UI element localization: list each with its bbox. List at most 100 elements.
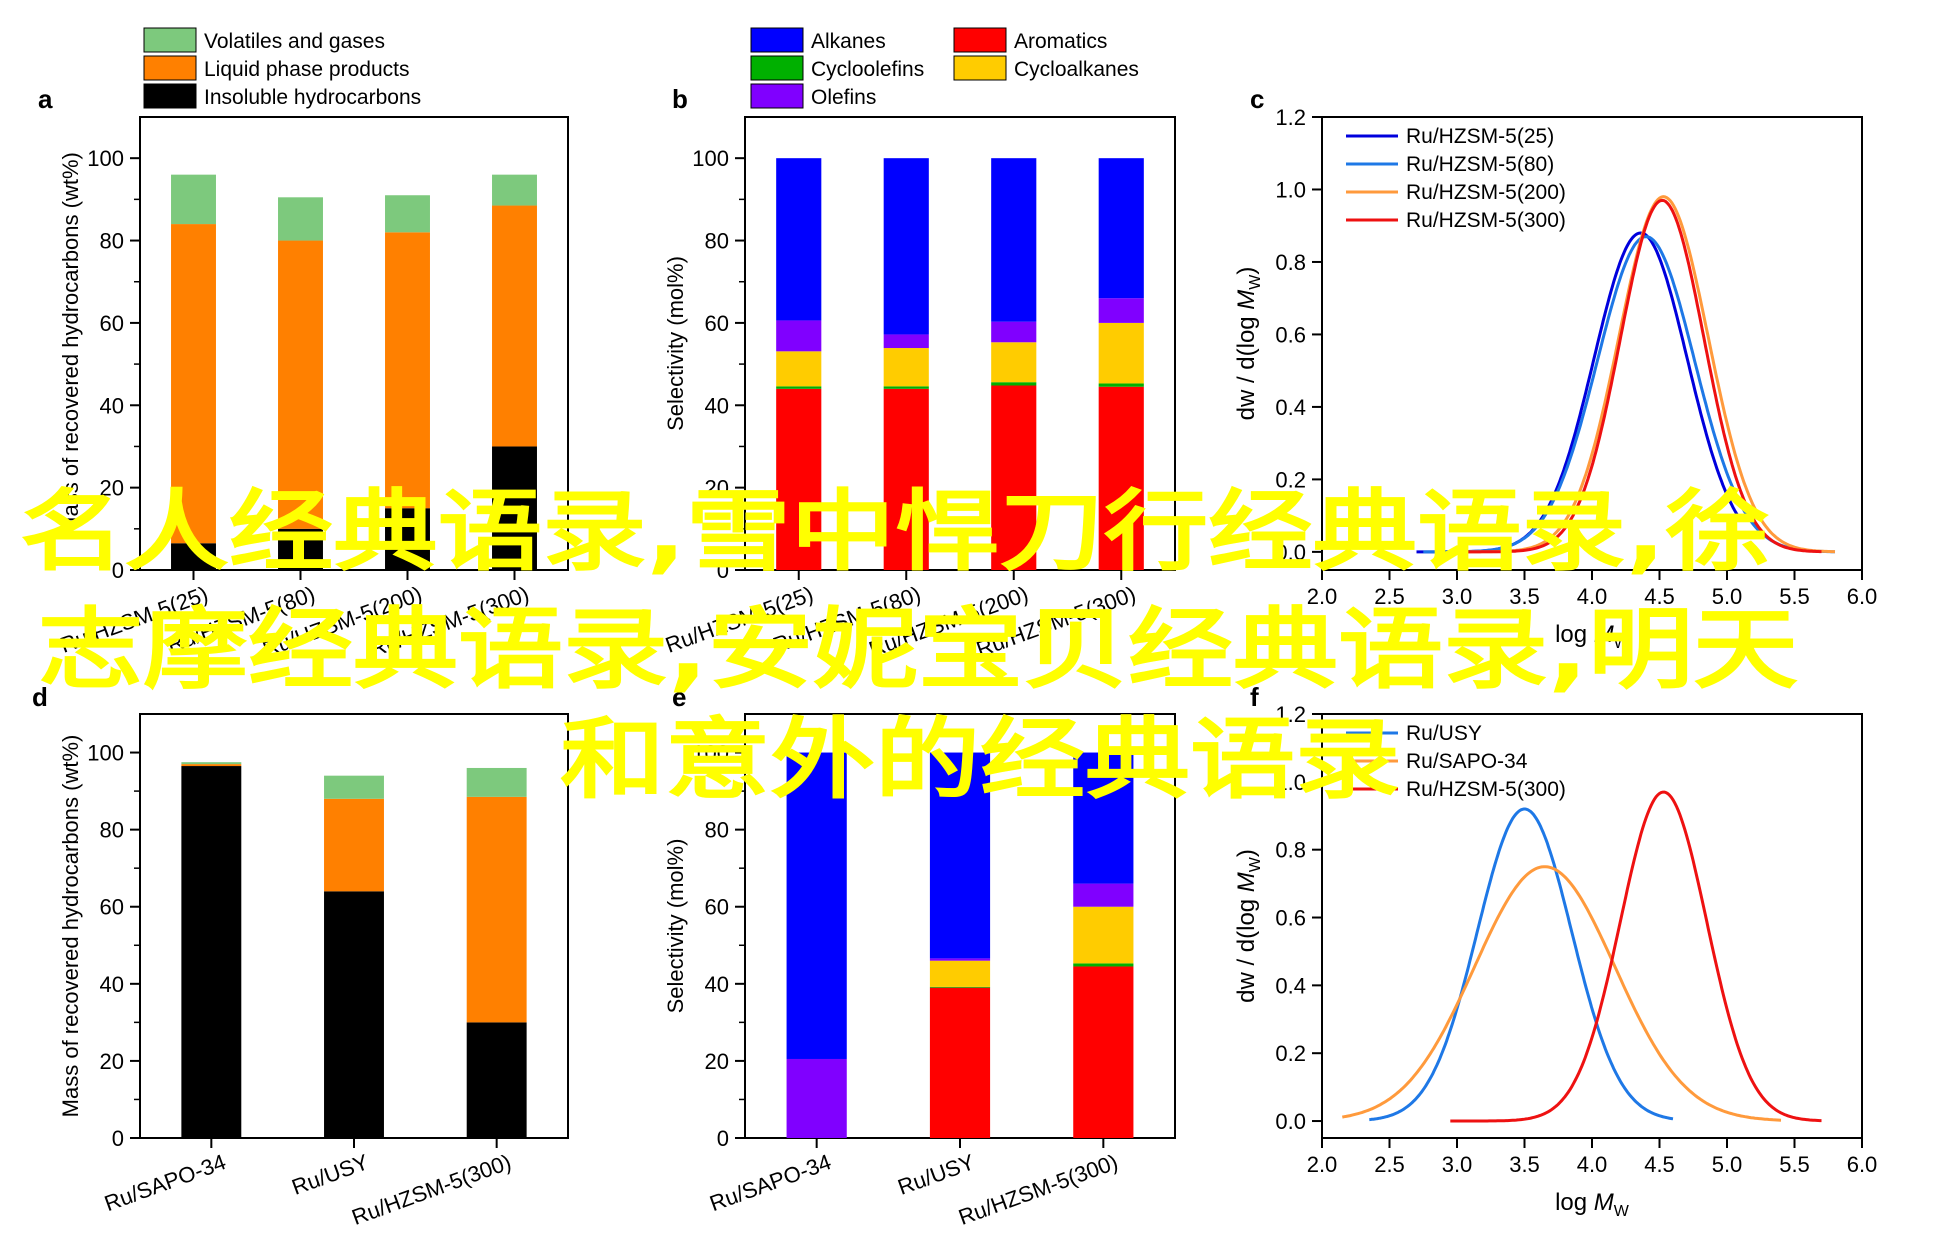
x-tick-label: 4.0 — [1577, 1152, 1608, 1177]
x-tick-label: 3.5 — [1509, 1152, 1540, 1177]
bar-segment — [991, 385, 1037, 570]
y-tick-label: 20 — [100, 1049, 124, 1074]
bar-segment — [492, 446, 537, 570]
bar-segment — [776, 386, 822, 389]
y-tick-label: 0.0 — [1275, 540, 1306, 565]
bar-segment — [181, 766, 242, 1138]
legend-swatch — [143, 55, 197, 81]
y-tick-label: 60 — [100, 311, 124, 336]
bar-segment — [466, 796, 527, 1023]
legend-label: Ru/HZSM-5(25) — [1406, 125, 1554, 148]
bar-segment — [492, 205, 537, 447]
y-tick-label: 0.6 — [1275, 906, 1306, 931]
y-tick-label: 80 — [100, 229, 124, 254]
panel-a-label: a — [38, 84, 53, 114]
y-tick-label: 80 — [705, 229, 729, 254]
bar-segment — [1073, 883, 1134, 907]
bar-segment — [1073, 966, 1134, 1138]
x-tick-label: 4.5 — [1644, 1152, 1675, 1177]
y-tick-label: 40 — [100, 972, 124, 997]
bar-segment — [492, 174, 537, 206]
legend-label: Aromatics — [1014, 30, 1107, 53]
x-tick-label: 2.5 — [1374, 584, 1405, 609]
y-tick-label: 0 — [717, 1126, 729, 1151]
bar-segment — [1098, 383, 1144, 387]
y-axis-label: dw / d(log MW) — [1233, 849, 1264, 1003]
y-tick-label: 100 — [87, 741, 124, 766]
y-tick-label: 100 — [692, 741, 729, 766]
x-tick-label: 5.0 — [1712, 1152, 1743, 1177]
bar-segment — [278, 240, 323, 529]
legend-swatch — [953, 55, 1007, 81]
bar-segment — [776, 320, 822, 352]
bar-segment — [776, 388, 822, 570]
bar-segment — [324, 798, 384, 892]
bar-segment — [776, 351, 822, 387]
y-tick-label: 0.0 — [1275, 1109, 1306, 1134]
bar-segment — [786, 752, 847, 1059]
y-tick-label: 100 — [87, 146, 124, 171]
bar-segment — [991, 382, 1037, 386]
legend-label: Ru/SAPO-34 — [1406, 750, 1528, 773]
x-tick-label: 2.0 — [1307, 1152, 1338, 1177]
bar-segment — [171, 174, 216, 225]
x-tick-label: 6.0 — [1847, 1152, 1878, 1177]
x-tick-label: 4.5 — [1644, 584, 1675, 609]
bar-segment — [385, 508, 430, 570]
y-tick-label: 40 — [705, 972, 729, 997]
legend-label: Ru/HZSM-5(80) — [1406, 153, 1554, 176]
bar-segment — [171, 224, 216, 544]
y-tick-label: 0.8 — [1275, 838, 1306, 863]
x-tick-label: 4.0 — [1577, 584, 1608, 609]
y-tick-label: 0 — [717, 558, 729, 583]
y-tick-label: 0.6 — [1275, 322, 1306, 347]
bar-segment — [181, 762, 242, 765]
y-tick-label: 0.4 — [1275, 973, 1306, 998]
bar-segment — [1098, 386, 1144, 570]
y-axis-label: Selectivity (mol%) — [663, 839, 688, 1014]
legend-label: Cycloalkanes — [1014, 58, 1139, 81]
y-tick-label: 1.0 — [1275, 177, 1306, 202]
bar-segment — [385, 195, 430, 233]
legend-label: Olefins — [811, 86, 876, 109]
bar-segment — [278, 197, 323, 241]
legend-label: Liquid phase products — [204, 58, 409, 81]
panel-b-frame — [744, 116, 1176, 571]
legend-label: Insoluble hydrocarbons — [204, 86, 421, 109]
x-axis-label: log MW — [1555, 1189, 1630, 1220]
y-axis-label: Mass of recovered hydrocarbons (wt%) — [58, 735, 83, 1118]
bar-segment — [929, 986, 991, 988]
y-tick-label: 80 — [705, 818, 729, 843]
bar-segment — [991, 158, 1037, 322]
y-tick-label: 60 — [705, 895, 729, 920]
legend-swatch — [953, 27, 1007, 53]
bar-segment — [1073, 963, 1134, 967]
y-tick-label: 1.2 — [1275, 105, 1306, 130]
legend-label: Alkanes — [811, 30, 886, 53]
y-tick-label: 20 — [100, 476, 124, 501]
legend-swatch — [143, 27, 197, 53]
bar-segment — [171, 543, 216, 570]
bar-segment — [929, 960, 991, 987]
bar-segment — [385, 232, 430, 509]
legend-label: Ru/HZSM-5(300) — [1406, 778, 1566, 801]
legend-label: Ru/HZSM-5(300) — [1406, 209, 1566, 232]
panel-b-label: b — [672, 84, 688, 114]
bar-segment — [324, 775, 384, 799]
y-tick-label: 0 — [112, 558, 124, 583]
legend-swatch — [750, 83, 804, 109]
y-tick-label: 0.4 — [1275, 395, 1306, 420]
bar-segment — [929, 987, 991, 1138]
y-tick-label: 1.0 — [1275, 770, 1306, 795]
bar-segment — [1098, 298, 1144, 323]
y-tick-label: 20 — [705, 1049, 729, 1074]
legend-label: Volatiles and gases — [204, 30, 385, 53]
y-tick-label: 40 — [100, 393, 124, 418]
series-line — [1457, 198, 1822, 554]
bar-segment — [883, 386, 929, 389]
x-tick-label: 3.5 — [1509, 584, 1540, 609]
legend-label: Ru/USY — [1406, 722, 1482, 745]
y-tick-label: 20 — [705, 476, 729, 501]
panel-a-frame — [139, 116, 569, 571]
